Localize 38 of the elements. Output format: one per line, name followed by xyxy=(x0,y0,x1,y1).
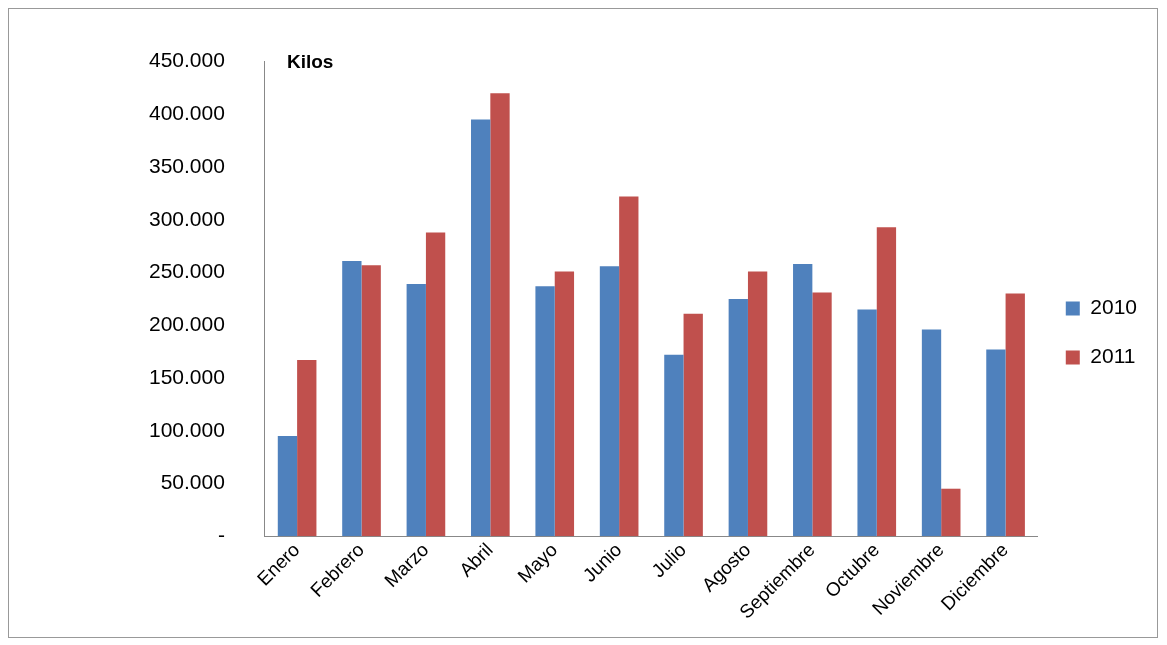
bar xyxy=(812,292,832,537)
bar xyxy=(1005,293,1025,537)
bar xyxy=(747,271,768,537)
bar xyxy=(425,232,446,537)
y-tick-label: 50.000 xyxy=(160,470,225,494)
bar xyxy=(793,264,813,537)
x-tick-label: Julio xyxy=(647,538,691,582)
bar xyxy=(857,309,877,537)
bar xyxy=(277,435,298,537)
bar xyxy=(599,266,620,537)
bar xyxy=(619,196,639,537)
bar xyxy=(297,360,317,537)
y-tick-label: 450.000 xyxy=(148,48,225,72)
bar xyxy=(490,93,510,537)
bar xyxy=(664,354,684,537)
y-tick-label: 200.000 xyxy=(148,312,225,336)
y-tick-label: 150.000 xyxy=(148,364,225,388)
bar xyxy=(683,313,703,537)
bar xyxy=(406,284,426,537)
bar xyxy=(941,488,961,537)
bar xyxy=(535,286,555,537)
y-tick-label: 350.000 xyxy=(148,153,225,177)
bar xyxy=(986,349,1006,537)
bar xyxy=(554,271,575,537)
bar xyxy=(471,119,491,537)
y-tick-label: - xyxy=(217,522,225,546)
y-tick-label: 300.000 xyxy=(148,206,225,230)
y-axis-title: Kilos xyxy=(286,51,334,73)
bar xyxy=(728,298,748,537)
bar xyxy=(361,265,381,537)
legend-label: 2010 xyxy=(1090,295,1137,319)
y-tick-label: 100.000 xyxy=(148,417,225,441)
legend-label: 2011 xyxy=(1090,344,1136,368)
y-tick-label: 250.000 xyxy=(148,259,225,283)
bar xyxy=(921,329,942,537)
bar xyxy=(876,227,897,537)
y-tick-label: 400.000 xyxy=(148,101,225,125)
bar xyxy=(342,260,362,537)
